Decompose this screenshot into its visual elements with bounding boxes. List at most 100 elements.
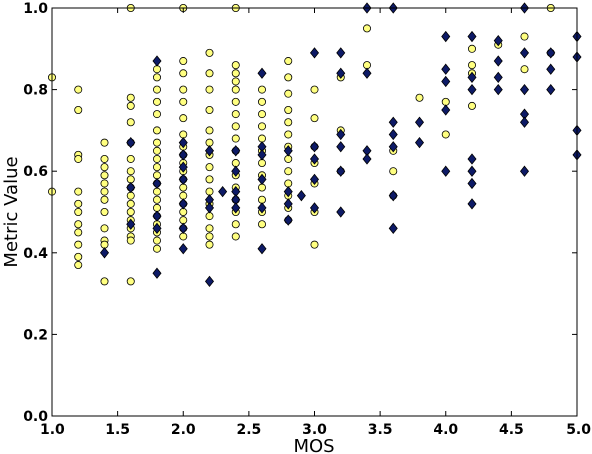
circle-point-0-47 — [152, 110, 161, 119]
x-tick-label-4: 3.0 — [302, 422, 327, 438]
circle-point-0-51 — [152, 154, 161, 163]
circle-point-0-67 — [179, 114, 188, 123]
circle-point-0-89 — [205, 163, 214, 172]
diamond-point-1-18 — [204, 202, 215, 214]
circle-point-0-114 — [257, 85, 266, 94]
diamond-point-1-71 — [467, 198, 477, 210]
circle-point-0-99 — [231, 77, 240, 86]
y-tick-label-1: 0.2 — [23, 327, 48, 343]
circle-point-0-104 — [231, 134, 240, 143]
diamond-point-1-11 — [178, 161, 188, 173]
circle-point-0-100 — [231, 85, 240, 94]
y-tick-label-5: 1.0 — [23, 1, 48, 17]
diamond-point-1-45 — [336, 141, 346, 153]
diamond-point-1-2 — [126, 181, 136, 194]
circle-point-0-8 — [74, 207, 83, 216]
circle-point-0-103 — [231, 122, 240, 131]
diamond-point-1-63 — [441, 104, 451, 116]
circle-point-0-83 — [205, 69, 214, 78]
circle-point-0-125 — [257, 220, 266, 229]
diamond-point-1-74 — [493, 71, 503, 84]
circle-point-0-112 — [231, 232, 240, 241]
diamond-point-1-8 — [152, 267, 162, 279]
circle-point-0-12 — [74, 252, 83, 261]
diamond-point-1-31 — [257, 243, 267, 255]
circle-point-0-14 — [100, 138, 109, 147]
circle-point-0-49 — [152, 138, 161, 147]
circle-point-0-3 — [74, 106, 83, 115]
circle-point-0-64 — [179, 69, 188, 78]
circle-point-0-111 — [231, 220, 240, 229]
x-axis-label: MOS — [293, 436, 334, 454]
circle-point-0-65 — [179, 85, 188, 94]
diamond-point-1-84 — [546, 83, 556, 96]
diamond-point-1-38 — [309, 141, 320, 153]
diamond-point-1-57 — [388, 222, 398, 234]
circle-point-0-50 — [152, 146, 161, 155]
diamond-point-1-65 — [467, 30, 477, 43]
diamond-point-1-42 — [336, 47, 346, 59]
diamond-point-1-10 — [178, 149, 188, 161]
circle-point-0-98 — [231, 69, 240, 78]
circle-point-0-20 — [100, 195, 109, 204]
circle-point-0-160 — [467, 101, 476, 110]
diamond-point-1-25 — [231, 202, 241, 214]
y-tick-label-0: 0.0 — [23, 409, 48, 425]
diamond-point-1-77 — [519, 47, 530, 59]
circle-point-0-157 — [467, 44, 476, 53]
circle-point-0-116 — [257, 110, 266, 119]
y-tick-label-2: 0.4 — [23, 246, 48, 262]
diamond-point-1-69 — [467, 165, 477, 177]
diamond-point-1-12 — [178, 173, 188, 186]
diamond-point-1-30 — [257, 202, 267, 214]
diamond-point-1-43 — [336, 67, 346, 79]
diamond-point-1-81 — [519, 165, 530, 177]
diamond-point-1-67 — [467, 83, 477, 96]
circle-point-0-127 — [284, 73, 293, 82]
circle-point-0-28 — [126, 118, 135, 127]
diamond-point-1-36 — [296, 190, 306, 202]
points-layer — [48, 2, 582, 288]
circle-point-0-134 — [284, 167, 293, 176]
circle-point-0-13 — [74, 261, 83, 270]
circle-point-0-115 — [257, 97, 266, 106]
circle-point-0-15 — [100, 154, 109, 163]
circle-point-0-11 — [74, 240, 83, 249]
diamond-point-1-13 — [178, 198, 188, 210]
diamond-point-1-32 — [283, 145, 293, 157]
y-axis-label: Metric Value — [1, 156, 22, 267]
circle-point-0-94 — [205, 224, 214, 233]
circle-point-0-126 — [284, 57, 293, 66]
diamond-point-1-9 — [178, 136, 188, 149]
circle-point-0-56 — [152, 195, 161, 204]
y-tick-label-4: 0.8 — [23, 83, 48, 99]
diamond-point-1-44 — [336, 128, 346, 141]
diamond-point-1-40 — [309, 173, 320, 186]
circle-point-0-145 — [310, 240, 319, 249]
circle-point-0-36 — [126, 207, 135, 216]
diamond-point-1-73 — [493, 55, 503, 67]
diamond-point-1-83 — [546, 63, 556, 75]
circle-point-0-17 — [100, 171, 109, 180]
diamond-point-1-14 — [178, 222, 188, 234]
diamond-point-1-46 — [336, 165, 346, 177]
circle-point-0-117 — [257, 122, 266, 131]
diamond-point-1-51 — [362, 153, 372, 165]
diamond-point-1-62 — [441, 75, 451, 88]
diamond-point-1-78 — [519, 83, 530, 96]
y-tick-label-3: 0.6 — [23, 164, 48, 180]
circle-point-0-131 — [284, 130, 293, 139]
x-tick-label-5: 3.5 — [368, 422, 393, 438]
diamond-point-1-0 — [99, 247, 110, 259]
diamond-point-1-4 — [152, 55, 162, 67]
circle-point-0-129 — [284, 106, 293, 115]
circle-point-0-82 — [205, 48, 214, 57]
circle-point-0-139 — [310, 85, 319, 94]
circle-point-0-66 — [179, 97, 188, 106]
x-tick-label-0: 1.0 — [40, 422, 65, 438]
diamond-point-1-28 — [257, 149, 267, 161]
circle-point-0-19 — [100, 187, 109, 196]
diamond-point-1-39 — [309, 153, 320, 165]
circle-point-0-162 — [520, 32, 529, 41]
diamond-point-1-56 — [388, 190, 398, 202]
